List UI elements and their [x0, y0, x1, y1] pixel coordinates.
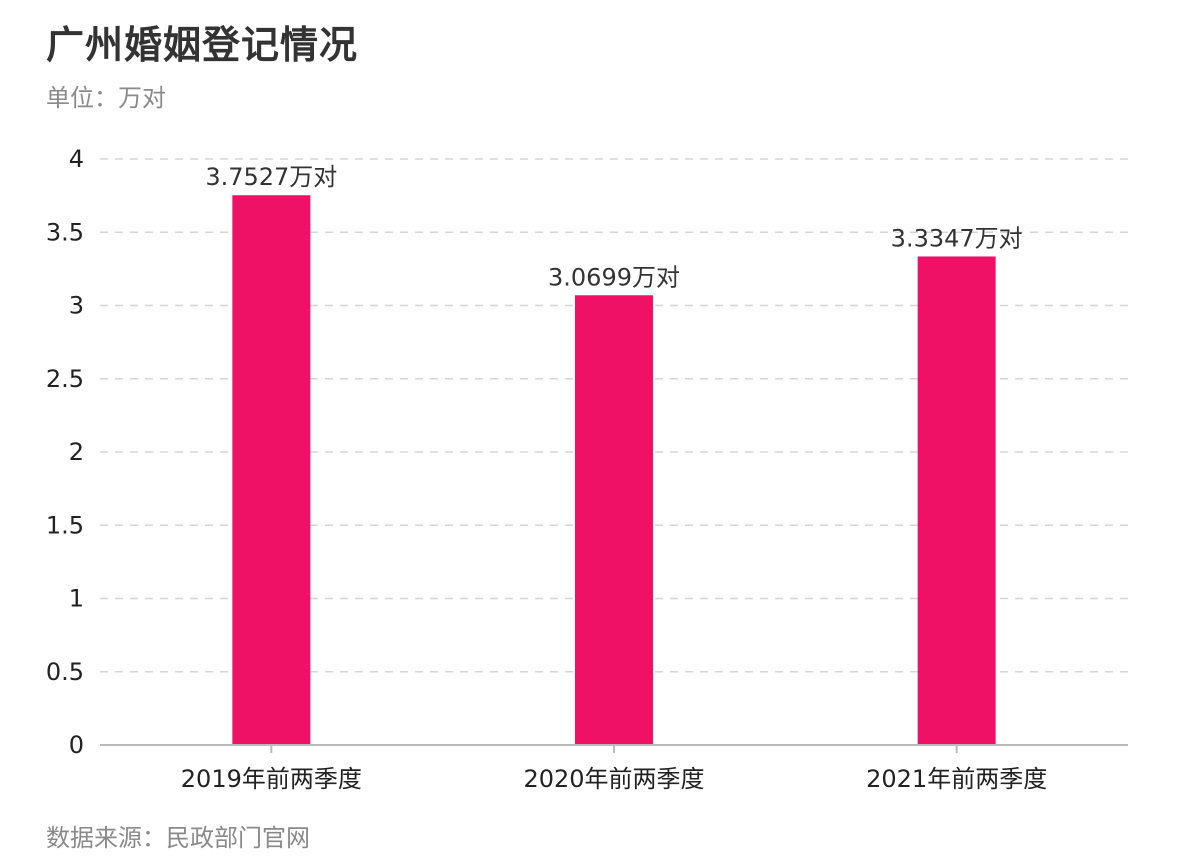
y-tick-label: 3.5 — [46, 218, 84, 246]
bar — [917, 256, 996, 745]
y-tick-label: 4 — [69, 145, 84, 173]
y-tick-label: 1.5 — [46, 511, 84, 539]
y-axis-ticks: 0 0.5 1 1.5 2 2.5 3 3.5 4 — [46, 145, 84, 759]
y-tick-label: 0 — [69, 731, 84, 759]
y-tick-label: 1 — [69, 585, 84, 613]
bar-value-label: 3.7527万对 — [205, 163, 337, 191]
x-tick-label: 2021年前两季度 — [866, 765, 1047, 793]
y-tick-label: 2 — [69, 438, 84, 466]
chart-title: 广州婚姻登记情况 — [46, 23, 359, 67]
y-tick-label: 2.5 — [46, 365, 84, 393]
x-tick-label: 2019年前两季度 — [181, 765, 362, 793]
bar — [232, 195, 311, 746]
unit-label: 单位：万对 — [46, 84, 166, 112]
data-labels: 3.7527万对 3.0699万对 3.3347万对 — [205, 163, 1022, 291]
data-source-note: 数据来源：民政部门官网 — [46, 824, 310, 852]
bar-value-label: 3.0699万对 — [548, 263, 680, 291]
bar-value-label: 3.3347万对 — [891, 224, 1023, 252]
bars — [232, 195, 996, 746]
y-tick-label: 0.5 — [46, 658, 84, 686]
y-tick-label: 3 — [69, 292, 84, 320]
bar — [575, 295, 653, 745]
x-axis-ticks: 2019年前两季度 2020年前两季度 2021年前两季度 — [181, 745, 1047, 793]
x-tick-label: 2020年前两季度 — [523, 765, 704, 793]
